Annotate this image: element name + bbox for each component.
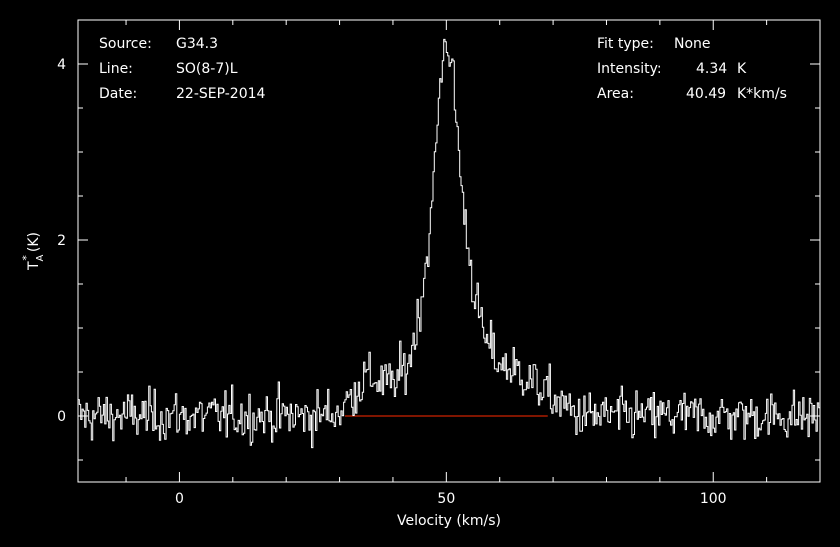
x-tick-label: 100 [700, 491, 727, 507]
fit-type-value: None [674, 36, 711, 52]
spectrum-line [78, 38, 820, 449]
intensity-label: Intensity: [597, 61, 662, 77]
y-axis-label: TA*(K) [20, 232, 46, 271]
date-value: 22-SEP-2014 [176, 86, 266, 102]
source-label: Source: [99, 36, 152, 52]
x-axis-label: Velocity (km/s) [397, 513, 501, 529]
line-value: SO(8-7)L [176, 61, 238, 77]
line-label: Line: [99, 61, 133, 77]
area-label: Area: [597, 86, 634, 102]
x-tick-label: 50 [437, 491, 455, 507]
svg-text:TA*(K): TA*(K) [20, 232, 46, 271]
plot-frame [77, 19, 821, 483]
area-unit: K*km/s [737, 86, 787, 102]
source-value: G34.3 [176, 36, 219, 52]
y-tick-label: 4 [57, 57, 66, 73]
x-tick-label: 0 [175, 491, 184, 507]
y-tick-label: 2 [57, 233, 66, 249]
fit-type-label: Fit type: [597, 36, 654, 52]
axis-ticks [78, 19, 821, 482]
area-value: 40.49 [686, 86, 727, 102]
tick-labels: 0 50 100 0 2 4 [57, 57, 727, 507]
y-tick-label: 0 [57, 409, 66, 425]
intensity-value: 4.34 [696, 61, 728, 77]
intensity-unit: K [737, 61, 747, 77]
date-label: Date: [99, 86, 138, 102]
